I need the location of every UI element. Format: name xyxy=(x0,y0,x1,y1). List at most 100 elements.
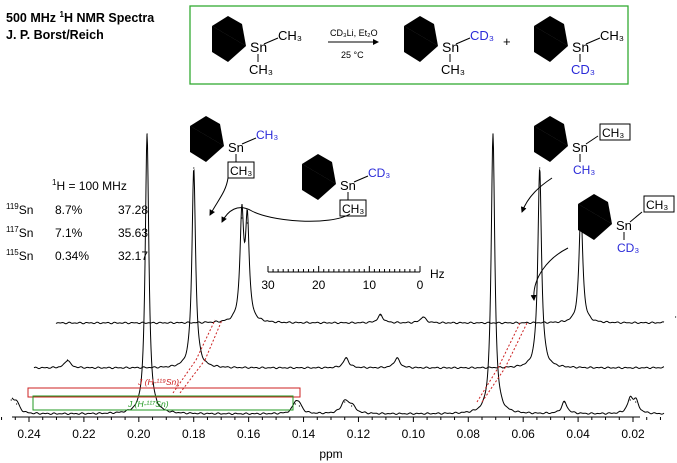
j117-box xyxy=(32,395,294,411)
peak-apex xyxy=(241,217,243,219)
coupling-row-abundance: 0.34% xyxy=(55,249,89,263)
peak-apex xyxy=(298,405,300,407)
methyl-label: CH₃ xyxy=(256,128,278,142)
coupling-table: 1H = 100 MHz 119Sn 8.7% 37.28 117Sn 7.1% 35.6… xyxy=(6,178,148,263)
sn-label: Sn xyxy=(250,39,267,55)
inset-structure-c: Sn CH₃ CH₃ xyxy=(534,116,631,177)
peak-apex xyxy=(379,314,382,316)
spectrum-trace xyxy=(33,168,665,370)
inset-structure-d: Sn CH₃ CD₃ xyxy=(578,194,675,255)
coupling-row-j: 37.28 xyxy=(118,203,148,217)
coupling-row-isotope: 119Sn xyxy=(6,202,33,217)
j119-box xyxy=(27,387,301,398)
hz-scale-bar: 30 20 10 0 Hz xyxy=(261,266,445,292)
peak-apex xyxy=(16,403,18,405)
cd3-label: CD₃ xyxy=(571,62,595,77)
hz-tick-label: 30 xyxy=(261,278,275,292)
peak-apex xyxy=(351,405,353,407)
conditions-label: 25 °C xyxy=(341,50,364,60)
plus-sign: + xyxy=(503,34,511,49)
coupling-row-j: 32.17 xyxy=(118,249,148,263)
hz-unit-label: Hz xyxy=(430,267,445,281)
sn-label: Sn xyxy=(228,140,244,155)
peak-apex xyxy=(345,357,347,359)
methyl-label: CH₃ xyxy=(600,28,624,43)
arrow-c xyxy=(520,177,553,213)
satellite-guides xyxy=(172,319,528,403)
product-1-structure: Sn CD₃ CH₃ xyxy=(404,16,494,77)
x-tick-label: 0.24 xyxy=(17,427,41,441)
x-tick-label: 0.16 xyxy=(237,427,261,441)
x-tick-label: 0.02 xyxy=(621,427,645,441)
reactant-structure: Sn CH₃ CH₃ xyxy=(212,16,302,77)
peak-apex xyxy=(675,316,677,318)
spectrum-trace xyxy=(11,133,665,416)
inset-structure-b: Sn CD₃ CH₃ xyxy=(302,154,390,217)
product-2-structure: Sn CH₃ CD₃ xyxy=(534,16,624,77)
peak-apex xyxy=(344,401,346,403)
x-axis-label: ppm xyxy=(319,447,342,461)
coupling-row-j: 35.63 xyxy=(118,226,148,240)
hz-tick-label: 10 xyxy=(363,278,377,292)
peak-apex xyxy=(396,357,398,359)
x-tick-label: 0.08 xyxy=(457,427,481,441)
x-tick-label: 0.10 xyxy=(402,427,426,441)
spectra xyxy=(10,133,677,416)
arrow-d xyxy=(530,247,569,301)
peak-apex xyxy=(539,167,541,169)
x-tick-label: 0.14 xyxy=(292,427,316,441)
spectrometer-frequency: 1H = 100 MHz xyxy=(52,178,127,193)
j-coupling-annotations: J (H-¹¹⁹Sn) J (H-¹¹⁷Sn) xyxy=(27,377,301,411)
hz-tick-label: 20 xyxy=(312,278,326,292)
peak-apex xyxy=(294,403,296,405)
x-tick-label: 0.22 xyxy=(72,427,96,441)
sn-label: Sn xyxy=(340,178,356,193)
boxed-methyl-label: CH₃ xyxy=(646,198,668,212)
methyl-label: CH₃ xyxy=(278,28,302,43)
x-tick-label: 0.12 xyxy=(347,427,371,441)
peak-apex xyxy=(193,167,195,169)
x-tick-label: 0.18 xyxy=(182,427,206,441)
peak-apex xyxy=(629,399,631,401)
sn-label: Sn xyxy=(572,140,588,155)
x-tick-label: 0.04 xyxy=(566,427,590,441)
boxed-methyl-label: CH₃ xyxy=(602,126,624,140)
coupling-row-abundance: 7.1% xyxy=(55,226,83,240)
coupling-row-isotope: 117Sn xyxy=(6,225,33,240)
boxed-methyl-label: CH₃ xyxy=(342,202,364,216)
methyl-label: CH₃ xyxy=(573,163,595,177)
x-axis: 0.24 0.22 0.20 0.18 0.16 0.14 0.12 0.10 0.08 0.06… xyxy=(1,416,661,461)
arrow-a xyxy=(209,177,229,216)
x-tick-label: 0.06 xyxy=(512,427,536,441)
peak-apex xyxy=(146,133,148,135)
reaction-scheme: Sn CH₃ CH₃ CD₃Li, Et₂O 25 °C Sn CD₃ CH₃ … xyxy=(189,5,629,85)
x-tick-label: 0.20 xyxy=(127,427,151,441)
cd3-label: CD₃ xyxy=(470,28,494,43)
sn-label: Sn xyxy=(442,39,459,55)
coupling-row-abundance: 8.7% xyxy=(55,203,83,217)
peak-apex xyxy=(492,133,494,135)
peak-apex xyxy=(10,399,12,401)
arrow-b xyxy=(221,207,351,223)
peak-apex xyxy=(422,316,424,318)
hz-tick-label: 0 xyxy=(417,278,424,292)
peak-apex xyxy=(66,359,69,361)
figure-title: 500 MHz 1H NMR Spectra xyxy=(6,10,155,26)
j117-label: J (H-¹¹⁷Sn) xyxy=(127,399,169,409)
sn-label: Sn xyxy=(572,39,589,55)
spectrum-trace xyxy=(55,204,665,325)
reaction-box xyxy=(189,5,629,85)
sn-label: Sn xyxy=(616,218,632,233)
figure-author: J. P. Borst/Reich xyxy=(6,28,104,42)
cd3-label: CD₃ xyxy=(368,166,390,180)
methyl-label: CH₃ xyxy=(441,62,465,77)
peak-apex xyxy=(635,401,637,403)
reagent-label: CD₃Li, Et₂O xyxy=(330,28,378,38)
inset-structure-a: Sn CH₃ CH₃ xyxy=(190,116,278,179)
boxed-methyl-label: CH₃ xyxy=(230,164,252,178)
methyl-label: CH₃ xyxy=(249,62,273,77)
j119-label: J (H-¹¹⁹Sn) xyxy=(137,377,179,387)
peak-apex xyxy=(563,401,566,403)
